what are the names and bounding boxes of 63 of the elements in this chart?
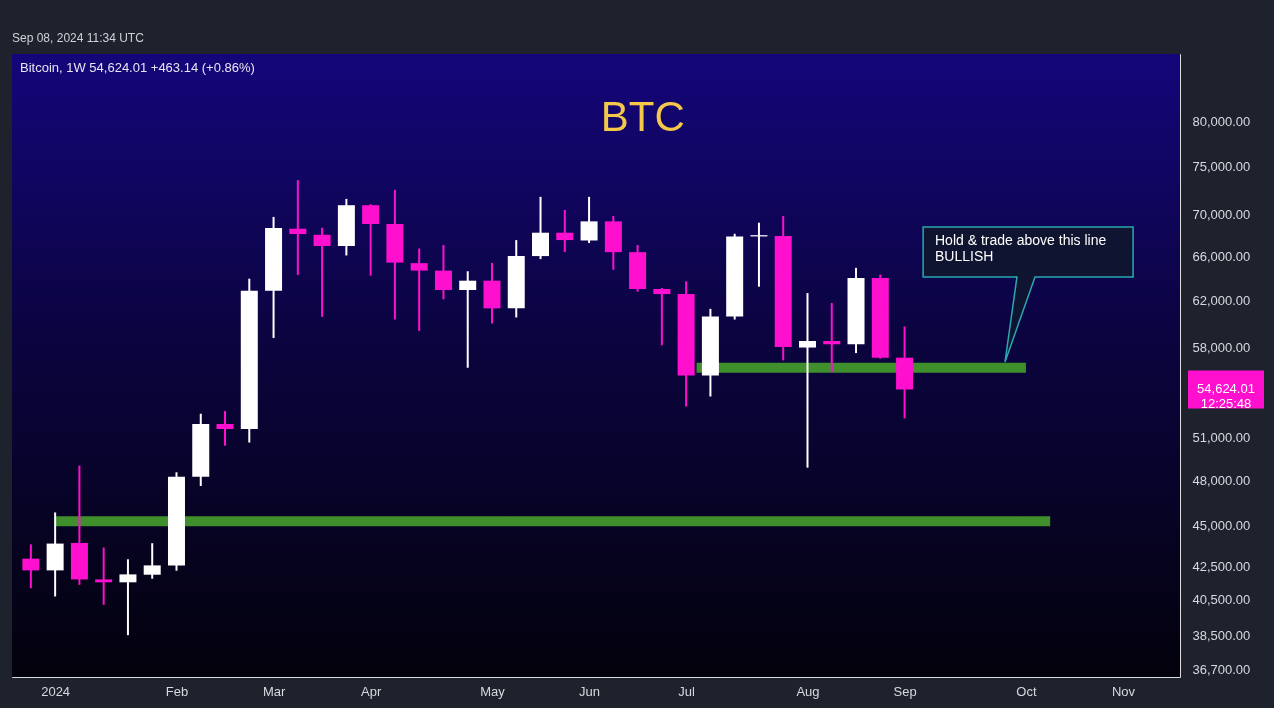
y-tick-label: 75,000.00 <box>1192 158 1251 174</box>
y-tick-label: 38,500.00 <box>1192 628 1251 644</box>
x-tick-label: Jul <box>678 683 696 699</box>
x-tick-label: Feb <box>165 683 189 699</box>
candlestick <box>871 274 889 358</box>
candlestick <box>46 512 64 597</box>
y-tick-label: 36,700.00 <box>1192 661 1251 677</box>
x-tick-label: Sep <box>893 683 917 699</box>
candlestick <box>265 216 283 338</box>
candlestick <box>337 198 355 256</box>
candlestick <box>701 308 719 397</box>
x-tick-label: Apr <box>361 683 382 699</box>
y-tick-label: 80,000.00 <box>1192 113 1251 129</box>
candlestick <box>847 267 865 354</box>
candlestick <box>95 547 113 605</box>
chart-subtitle: Bitcoin, 1W 54,624.01 +463.14 (+0.86%) <box>20 60 255 75</box>
candlestick <box>143 543 161 579</box>
candlestick <box>22 544 40 589</box>
candlestick <box>434 245 452 300</box>
candlestick <box>532 196 550 260</box>
x-tick-label: Oct <box>1016 683 1037 699</box>
candlestick <box>410 248 428 331</box>
candlestick <box>459 271 477 368</box>
candlestick <box>386 189 404 320</box>
x-tick-label: Mar <box>262 683 286 699</box>
candlestick <box>313 227 331 317</box>
candlestick <box>629 245 647 292</box>
candlestick <box>483 262 501 324</box>
candlestick <box>677 281 695 407</box>
candlestick <box>192 413 210 486</box>
candlestick <box>774 215 792 361</box>
x-tick-label: Aug <box>796 683 820 699</box>
candlestick <box>70 465 88 585</box>
x-tick-label: Nov <box>1111 683 1136 699</box>
y-tick-label: 45,000.00 <box>1192 518 1251 534</box>
candlestick <box>556 209 574 253</box>
candlestick <box>580 196 598 244</box>
y-tick-label: 48,000.00 <box>1192 472 1251 488</box>
y-tick-label: 66,000.00 <box>1192 248 1251 264</box>
y-tick-label: 62,000.00 <box>1192 292 1251 308</box>
y-tick-label: 70,000.00 <box>1192 207 1251 223</box>
candlestick <box>653 289 671 346</box>
y-tick-label: 42,500.00 <box>1192 558 1251 574</box>
candlestick <box>240 278 258 443</box>
candlestick <box>507 240 525 318</box>
candlestick <box>119 559 137 636</box>
x-tick-label: 2024 <box>41 683 71 699</box>
x-tick-label: May <box>480 683 506 699</box>
y-tick-label: 51,000.00 <box>1192 430 1251 446</box>
annotation: Hold & trade above this line BULLISH <box>935 232 1107 264</box>
text: Sep 08, 2024 11:34 UTC <box>12 31 145 45</box>
candlestick <box>726 233 744 320</box>
candlestick <box>896 326 914 419</box>
candlestick <box>167 472 185 571</box>
candlestick <box>604 215 622 270</box>
y-tick-label: 40,500.00 <box>1192 592 1251 608</box>
candlestick <box>362 205 380 276</box>
candlestick <box>798 293 816 468</box>
text: 54,624.01 12:25:48 <box>1197 381 1255 412</box>
x-tick-label: Jun <box>579 683 601 699</box>
y-tick-label: 58,000.00 <box>1192 339 1251 355</box>
candlestick <box>216 411 234 446</box>
text: BTC <box>600 93 685 140</box>
